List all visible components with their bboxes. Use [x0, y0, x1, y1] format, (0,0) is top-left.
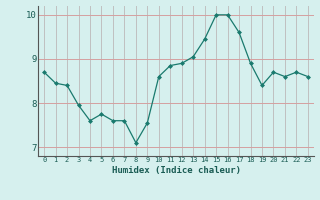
X-axis label: Humidex (Indice chaleur): Humidex (Indice chaleur) [111, 166, 241, 175]
